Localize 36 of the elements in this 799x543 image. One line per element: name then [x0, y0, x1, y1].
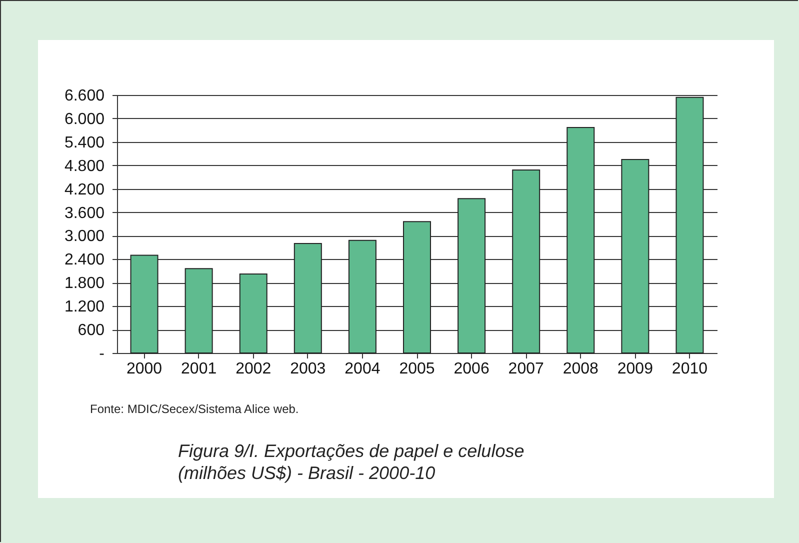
x-tick-label: 2004 — [344, 360, 380, 378]
x-tick-label: 2009 — [617, 360, 654, 378]
bar — [130, 254, 158, 354]
bar — [566, 126, 595, 354]
y-tick-label: 4.800 — [64, 158, 105, 175]
y-tick-label: - — [99, 346, 104, 362]
bar — [621, 159, 650, 354]
y-tick-label: 5.400 — [64, 134, 105, 152]
bar — [184, 268, 213, 354]
x-tick-label: 2000 — [126, 360, 162, 378]
bar — [458, 198, 486, 354]
x-tick-label: 2008 — [562, 360, 599, 378]
y-tick-label: 3.000 — [64, 228, 105, 246]
bar — [676, 96, 704, 354]
y-tick-label: 1.800 — [64, 275, 105, 292]
source-note: Fonte: MDIC/Secex/Sistema Alice web. — [90, 402, 299, 416]
bar — [512, 170, 540, 354]
y-tick-label: 2.400 — [64, 252, 105, 269]
x-tick-label: 2006 — [454, 360, 490, 378]
x-tick-label: 2005 — [399, 360, 435, 378]
bar — [403, 221, 431, 354]
bar — [348, 240, 376, 354]
x-tick-label: 2010 — [672, 360, 708, 378]
x-tick-label: 2007 — [508, 360, 544, 378]
y-tick-label: 4.200 — [64, 181, 105, 198]
y-tick-label: 6.600 — [64, 88, 105, 104]
y-tick-label: 6.000 — [64, 110, 105, 128]
y-tick-label: 600 — [78, 322, 105, 340]
text: Figura 9/I. Exportações de papel e celulose (milhões US$) - Brasil - 2000-10 — [178, 440, 526, 484]
x-tick-label: 2001 — [181, 360, 217, 378]
bar — [239, 274, 268, 354]
x-tick-label: 2002 — [236, 360, 272, 378]
y-tick-label: 1.200 — [64, 298, 105, 316]
bar — [294, 243, 322, 354]
y-tick-label: 3.600 — [64, 204, 105, 222]
x-tick-label: 2003 — [290, 360, 326, 378]
